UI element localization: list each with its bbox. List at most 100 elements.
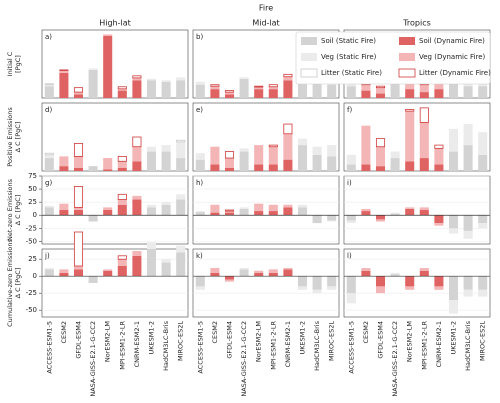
y-tick-label: -50 [26, 306, 37, 314]
y-tick-label: 0 [33, 211, 37, 219]
legend-swatch [398, 68, 416, 78]
soil-bar [283, 80, 293, 98]
soil-bar [419, 158, 429, 171]
soil-bar [88, 276, 98, 283]
veg-bar [176, 77, 186, 81]
soil-bar [161, 151, 171, 171]
veg-bar [146, 242, 157, 249]
soil-bar [419, 92, 429, 98]
soil-bar [103, 210, 113, 216]
soil-bar [210, 164, 220, 171]
legend-label: Veg (Dynamic Fire) [419, 53, 486, 61]
x-tick-label: MPI-ESM1-2-LR [118, 321, 126, 370]
veg-bar [419, 122, 429, 159]
veg-bar [312, 146, 322, 155]
veg-bar [176, 194, 186, 200]
veg-bar [132, 146, 142, 162]
veg-bar [44, 268, 54, 270]
litter-bar [44, 83, 54, 85]
x-tick-label: NASA-GISS-E2.1-G-CC2 [391, 321, 399, 397]
litter-bar [434, 144, 444, 149]
soil-bar [405, 208, 415, 216]
veg-bar [239, 268, 249, 270]
soil-bar [268, 211, 278, 216]
x-tick-label: ACCESS-ESM1-5 [196, 321, 204, 374]
litter-bar [117, 86, 127, 90]
panel-label: f) [347, 106, 352, 114]
veg-bar [254, 87, 264, 90]
y-axis-label: Δ C [PgC] [14, 122, 22, 153]
column-title: Mid-lat [252, 19, 279, 28]
veg-bar [268, 204, 278, 212]
veg-bar [405, 286, 415, 290]
soil-bar [327, 84, 337, 98]
litter-bar [73, 143, 84, 157]
legend-label: Litter (Static Fire) [321, 69, 382, 77]
veg-bar [405, 207, 415, 209]
veg-bar [254, 203, 264, 212]
veg-bar [327, 145, 337, 157]
soil-bar [434, 276, 444, 287]
veg-bar [224, 211, 235, 213]
veg-bar [375, 219, 386, 222]
veg-bar [405, 81, 415, 90]
veg-bar [375, 87, 386, 94]
panel-label: l) [347, 252, 352, 260]
soil-bar [312, 154, 322, 171]
litter-bar [375, 138, 386, 148]
veg-bar [434, 223, 444, 226]
soil-bar [346, 164, 356, 171]
soil-bar [283, 269, 293, 277]
soil-bar [210, 89, 220, 98]
veg-bar [375, 146, 386, 167]
y-tick-label: -25 [26, 289, 37, 297]
litter-bar [59, 69, 69, 71]
soil-bar [59, 166, 69, 171]
soil-bar [375, 215, 386, 220]
legend-label: Soil (Dynamic Fire) [419, 37, 485, 45]
veg-bar [448, 300, 459, 314]
soil-bar [239, 208, 249, 216]
soil-bar [117, 90, 127, 98]
soil-bar [195, 276, 205, 287]
y-tick-label: 0 [33, 272, 37, 280]
veg-bar [239, 77, 249, 79]
veg-bar [73, 156, 84, 168]
legend-box [295, 31, 491, 85]
veg-bar [59, 203, 69, 210]
veg-bar [146, 146, 157, 152]
veg-bar [254, 270, 264, 273]
soil-bar [419, 210, 429, 216]
litter-bar [132, 136, 142, 148]
veg-bar [361, 208, 371, 212]
panel-label: b) [196, 33, 203, 41]
panel-label: j) [44, 252, 50, 260]
veg-bar [44, 154, 54, 159]
veg-bar [239, 207, 249, 209]
soil-bar [434, 89, 444, 98]
soil-bar [103, 169, 113, 171]
x-tick-label: MPI-ESM1-2-LR [420, 321, 428, 370]
y-tick-label: -25 [26, 224, 37, 232]
soil-bar [161, 204, 171, 216]
soil-bar [254, 89, 264, 98]
panel-label: g) [45, 179, 52, 187]
veg-bar [419, 268, 429, 271]
y-axis-label: Cumulative-zero Emissions [6, 239, 14, 327]
litter-bar [283, 123, 293, 135]
x-tick-label: UKESM1-2 [299, 321, 307, 354]
y-axis-label: Δ C [PgC] [14, 195, 22, 226]
soil-bar [195, 84, 205, 98]
soil-bar [176, 80, 186, 98]
soil-bar [224, 212, 235, 216]
soil-bar [44, 158, 54, 171]
soil-bar [146, 151, 157, 171]
veg-bar [210, 268, 220, 273]
litter-bar [224, 90, 235, 93]
veg-bar [346, 293, 356, 304]
soil-bar [297, 145, 308, 171]
y-tick-label: 25 [28, 198, 37, 206]
veg-bar [361, 84, 371, 91]
soil-bar [448, 215, 459, 229]
litter-bar [268, 144, 278, 148]
